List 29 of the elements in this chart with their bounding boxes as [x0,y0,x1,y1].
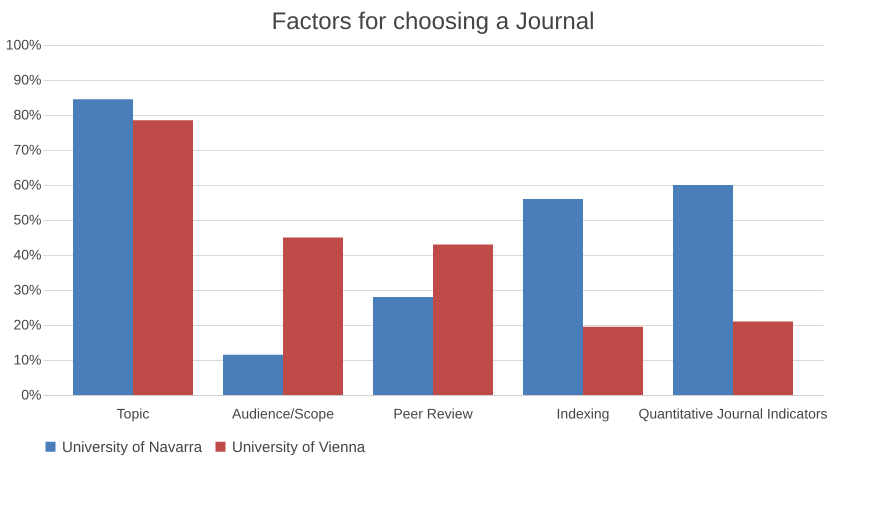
y-tick-label: 80% [13,106,42,122]
y-tick-label: 40% [13,246,42,262]
bar [583,326,643,395]
x-tick-label: Peer Review [393,406,474,422]
x-tick-label: Topic [116,406,150,422]
x-tick-label: Indexing [556,406,610,422]
y-tick-label: 90% [13,72,42,88]
chart-title: Factors for choosing a Journal [272,8,594,35]
bar [433,244,493,395]
y-tick-label: 70% [13,142,42,158]
y-tick-label: 0% [21,386,42,402]
y-tick-label: 50% [13,212,42,228]
bar [733,322,793,395]
legend-label: University of Navarra [62,438,203,456]
x-tick-label: Quantitative Journal Indicators [638,406,828,422]
x-tick-label: Audience/Scope [232,406,334,422]
y-tick-label: 10% [13,352,42,368]
y-tick-label: 30% [13,282,42,298]
y-tick-label: 60% [13,176,42,192]
bar [133,120,193,395]
bar [223,354,283,395]
y-tick-label: 20% [13,316,42,332]
legend-label: University of Vienna [232,438,366,456]
bar [373,297,433,395]
bar [523,199,583,395]
y-tick-label: 100% [6,36,42,52]
bar [283,238,343,395]
bar [73,99,133,395]
bar [673,185,733,395]
